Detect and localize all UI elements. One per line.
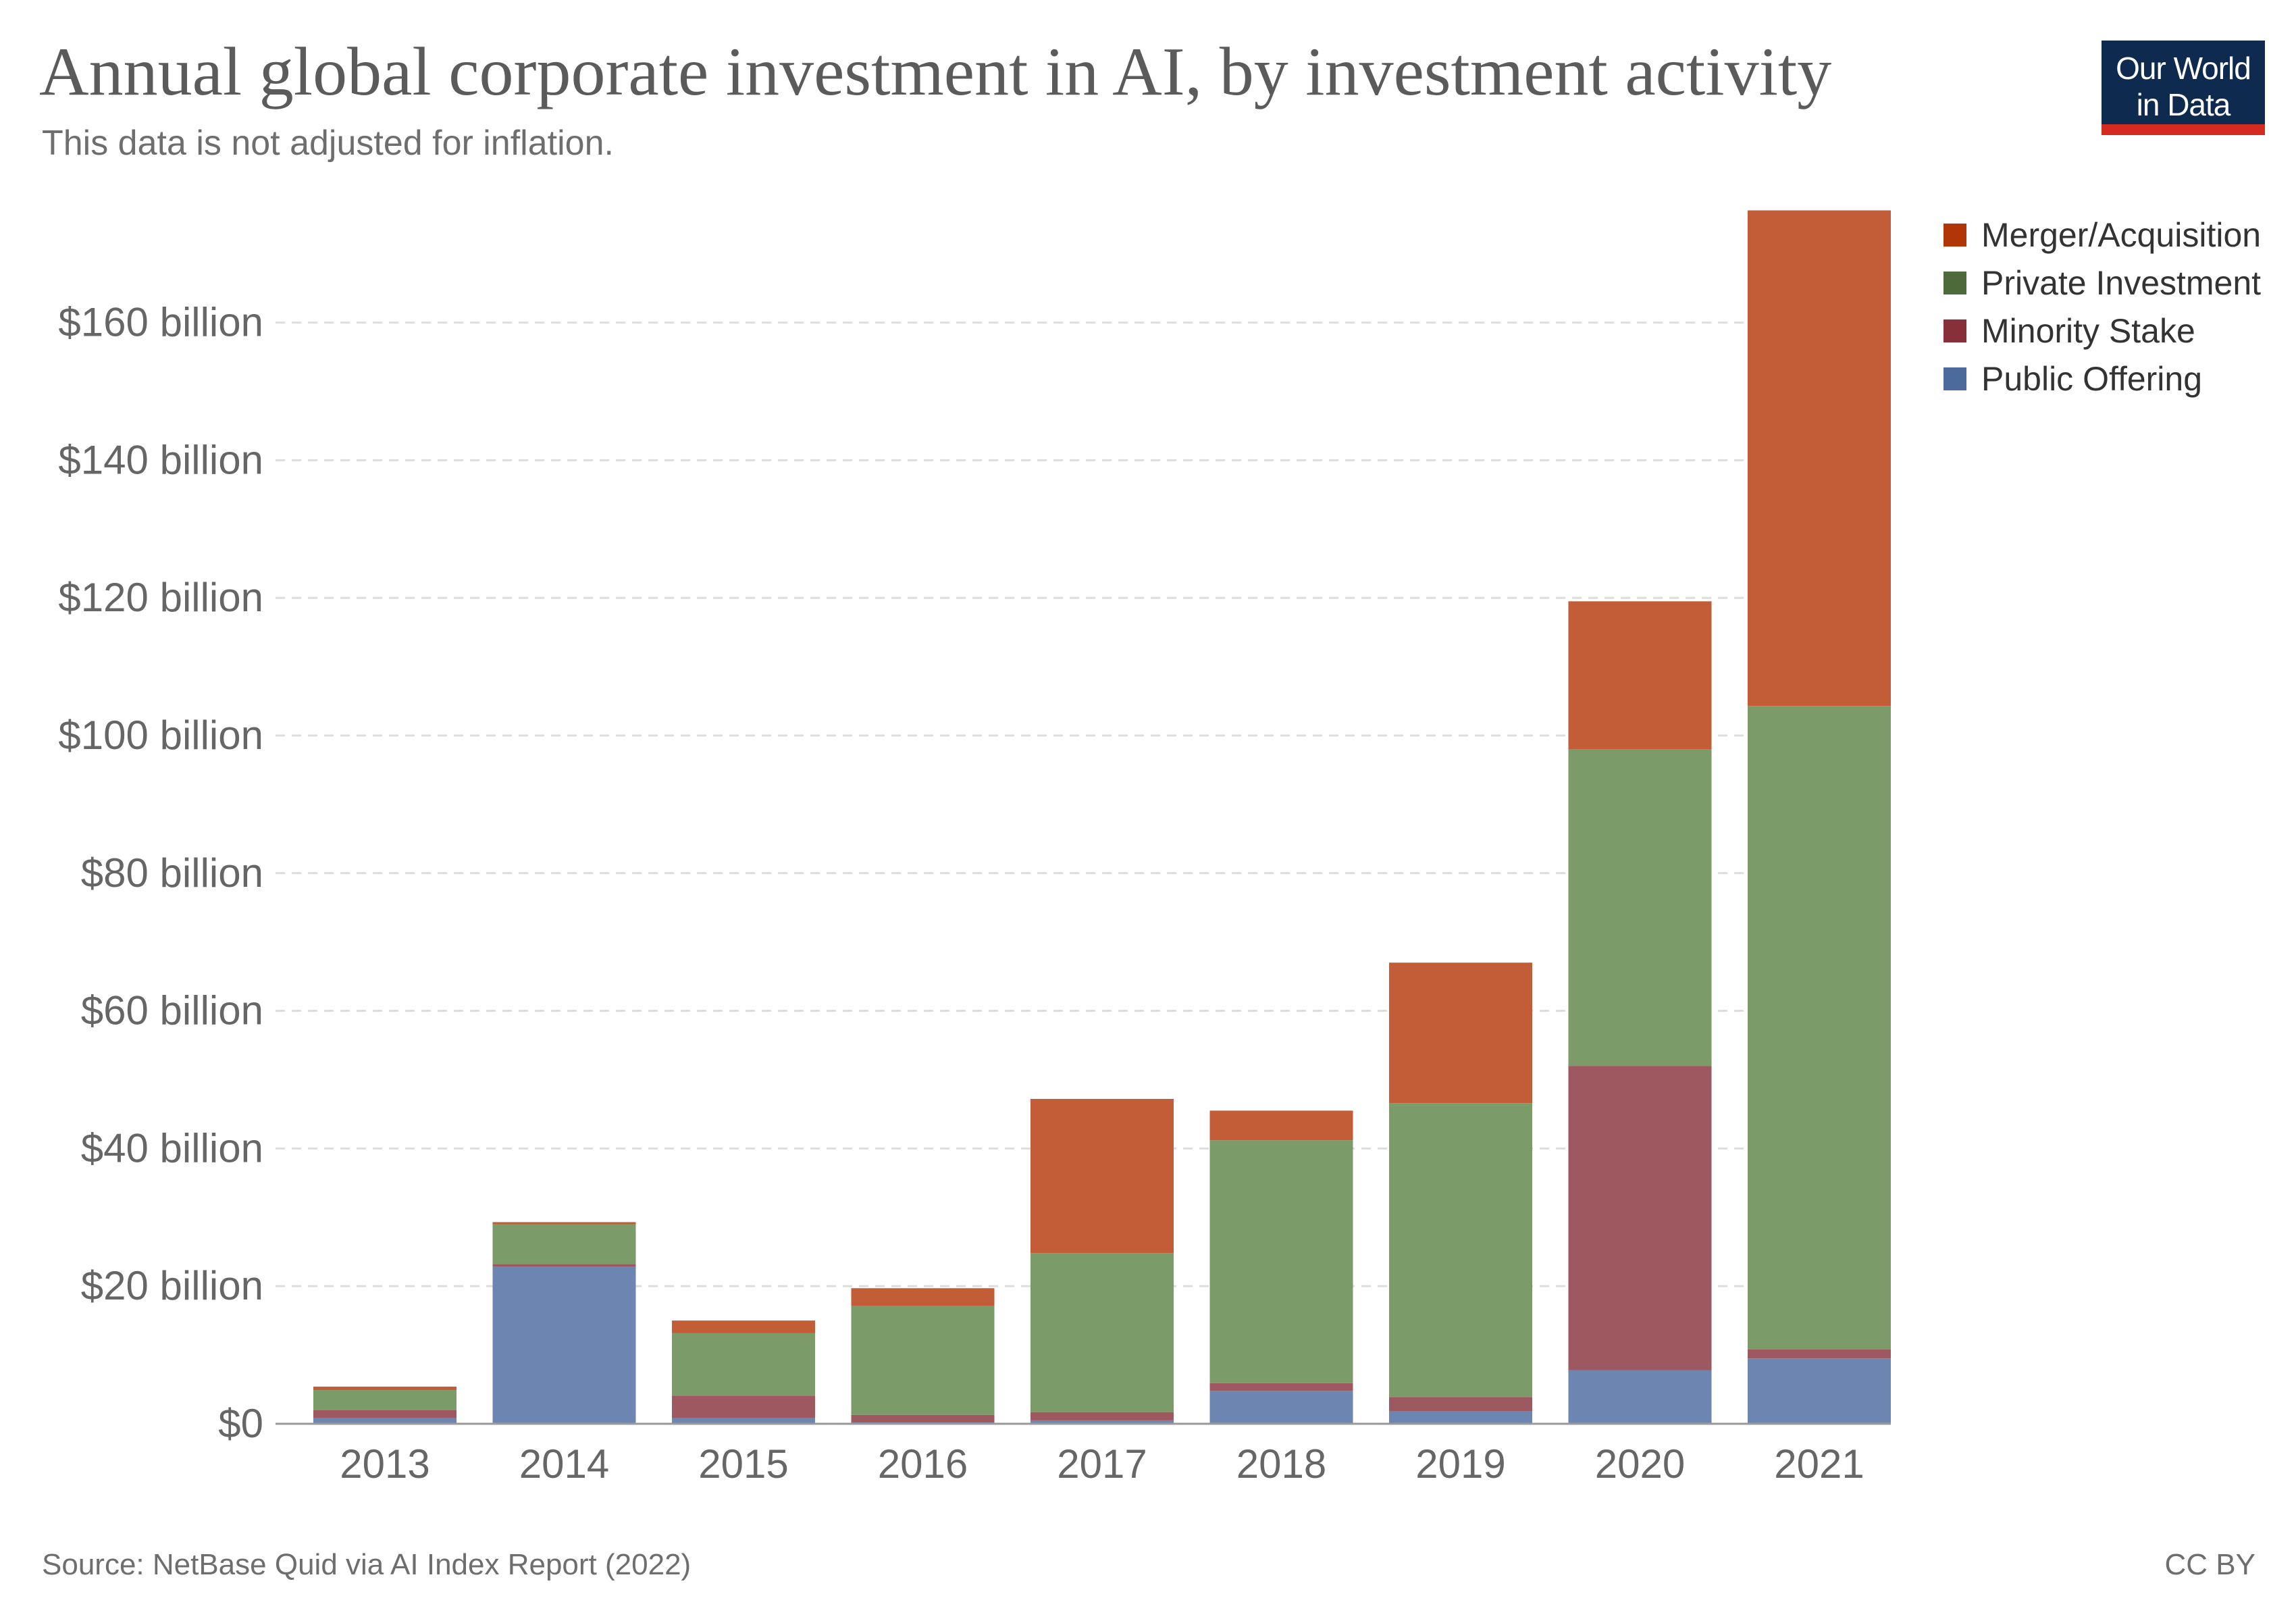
bar-segment-private-investment-2021[interactable] xyxy=(1748,706,1891,1349)
y-tick-label: $120 billion xyxy=(58,575,263,620)
x-tick-label: 2021 xyxy=(1774,1441,1864,1487)
x-tick-label: 2020 xyxy=(1595,1441,1685,1487)
bar-segment-minority-stake-2013[interactable] xyxy=(313,1410,456,1418)
y-tick-label: $0 xyxy=(218,1401,263,1446)
legend: Merger/Acquisition Private Investment Mino… xyxy=(1943,211,2261,403)
bar-segment-merger-acquisition-2015[interactable] xyxy=(672,1320,815,1333)
x-tick-label: 2015 xyxy=(698,1441,788,1487)
x-tick-label: 2016 xyxy=(878,1441,968,1487)
bar-segment-public-offering-2018[interactable] xyxy=(1209,1391,1353,1424)
bar-segment-merger-acquisition-2019[interactable] xyxy=(1389,962,1532,1104)
y-tick-label: $40 billion xyxy=(81,1125,263,1170)
bar-segment-private-investment-2018[interactable] xyxy=(1209,1140,1353,1383)
bar-segment-private-investment-2015[interactable] xyxy=(672,1333,815,1396)
y-tick-label: $60 billion xyxy=(81,988,263,1033)
y-tick-label: $100 billion xyxy=(58,713,263,758)
bar-segment-private-investment-2016[interactable] xyxy=(851,1306,995,1415)
bar-segment-merger-acquisition-2016[interactable] xyxy=(851,1288,995,1306)
x-tick-label: 2018 xyxy=(1236,1441,1326,1487)
legend-swatch xyxy=(1943,223,1966,247)
bar-segment-public-offering-2017[interactable] xyxy=(1030,1420,1174,1424)
y-tick-label: $140 billion xyxy=(58,437,263,482)
bar-segment-public-offering-2019[interactable] xyxy=(1389,1411,1532,1424)
legend-item-minority-stake[interactable]: Minority Stake xyxy=(1943,307,2261,355)
chart-subtitle: This data is not adjusted for inflation. xyxy=(42,124,614,163)
legend-label: Private Investment xyxy=(1981,263,2262,302)
bar-segment-private-investment-2017[interactable] xyxy=(1030,1253,1174,1412)
x-tick-label: 2017 xyxy=(1057,1441,1147,1487)
y-tick-label: $20 billion xyxy=(81,1263,263,1308)
legend-label: Public Offering xyxy=(1981,359,2203,398)
logo-line-2: in Data xyxy=(2136,87,2231,122)
bar-segment-minority-stake-2014[interactable] xyxy=(492,1264,636,1267)
y-tick-label: $80 billion xyxy=(81,850,263,896)
bar-segment-minority-stake-2020[interactable] xyxy=(1568,1066,1712,1370)
bar-segment-private-investment-2019[interactable] xyxy=(1389,1103,1532,1397)
bar-segment-private-investment-2020[interactable] xyxy=(1568,749,1712,1066)
logo-line-1: Our World xyxy=(2116,51,2251,86)
bar-segment-public-offering-2013[interactable] xyxy=(313,1418,456,1424)
legend-swatch xyxy=(1943,367,1966,390)
bar-segment-public-offering-2015[interactable] xyxy=(672,1418,815,1424)
bar-segment-merger-acquisition-2013[interactable] xyxy=(313,1386,456,1391)
x-tick-label: 2014 xyxy=(519,1441,609,1487)
owid-logo[interactable]: Our World in Data xyxy=(2102,41,2265,135)
bar-segment-private-investment-2014[interactable] xyxy=(492,1224,636,1264)
bar-segment-public-offering-2014[interactable] xyxy=(492,1266,636,1424)
legend-swatch xyxy=(1943,271,1966,294)
bar-segment-minority-stake-2021[interactable] xyxy=(1748,1349,1891,1359)
bar-segment-merger-acquisition-2017[interactable] xyxy=(1030,1099,1174,1254)
license-note[interactable]: CC BY xyxy=(2164,1548,2255,1581)
y-axis-ticks: $0 $20 billion $40 billion $60 billion $80 b… xyxy=(58,300,263,1446)
bar-segment-merger-acquisition-2014[interactable] xyxy=(492,1222,636,1225)
y-tick-label: $160 billion xyxy=(58,300,263,345)
bars xyxy=(313,210,1891,1424)
x-tick-label: 2013 xyxy=(340,1441,429,1487)
bar-segment-public-offering-2021[interactable] xyxy=(1748,1358,1891,1424)
legend-item-public-offering[interactable]: Public Offering xyxy=(1943,355,2261,403)
bar-segment-public-offering-2020[interactable] xyxy=(1568,1370,1712,1424)
legend-label: Minority Stake xyxy=(1981,311,2195,350)
bar-segment-merger-acquisition-2018[interactable] xyxy=(1209,1110,1353,1141)
bar-segment-minority-stake-2019[interactable] xyxy=(1389,1397,1532,1412)
bar-segment-minority-stake-2018[interactable] xyxy=(1209,1383,1353,1391)
legend-swatch xyxy=(1943,319,1966,342)
legend-item-private-investment[interactable]: Private Investment xyxy=(1943,259,2261,307)
legend-item-merger-acquisition[interactable]: Merger/Acquisition xyxy=(1943,211,2261,259)
x-axis-ticks: 2013 2014 2015 2016 2017 2018 2019 2020 2021 xyxy=(340,1441,1864,1487)
source-note: Source: NetBase Quid via AI Index Report… xyxy=(42,1548,692,1581)
bar-segment-merger-acquisition-2021[interactable] xyxy=(1748,210,1891,706)
bar-segment-minority-stake-2015[interactable] xyxy=(672,1395,815,1418)
bar-segment-minority-stake-2016[interactable] xyxy=(851,1414,995,1422)
bar-segment-merger-acquisition-2020[interactable] xyxy=(1568,601,1712,750)
bar-segment-minority-stake-2017[interactable] xyxy=(1030,1412,1174,1420)
chart-title: Annual global corporate investment in AI… xyxy=(39,34,1832,110)
bar-segment-private-investment-2013[interactable] xyxy=(313,1390,456,1410)
legend-label: Merger/Acquisition xyxy=(1981,215,2262,254)
x-tick-label: 2019 xyxy=(1415,1441,1505,1487)
